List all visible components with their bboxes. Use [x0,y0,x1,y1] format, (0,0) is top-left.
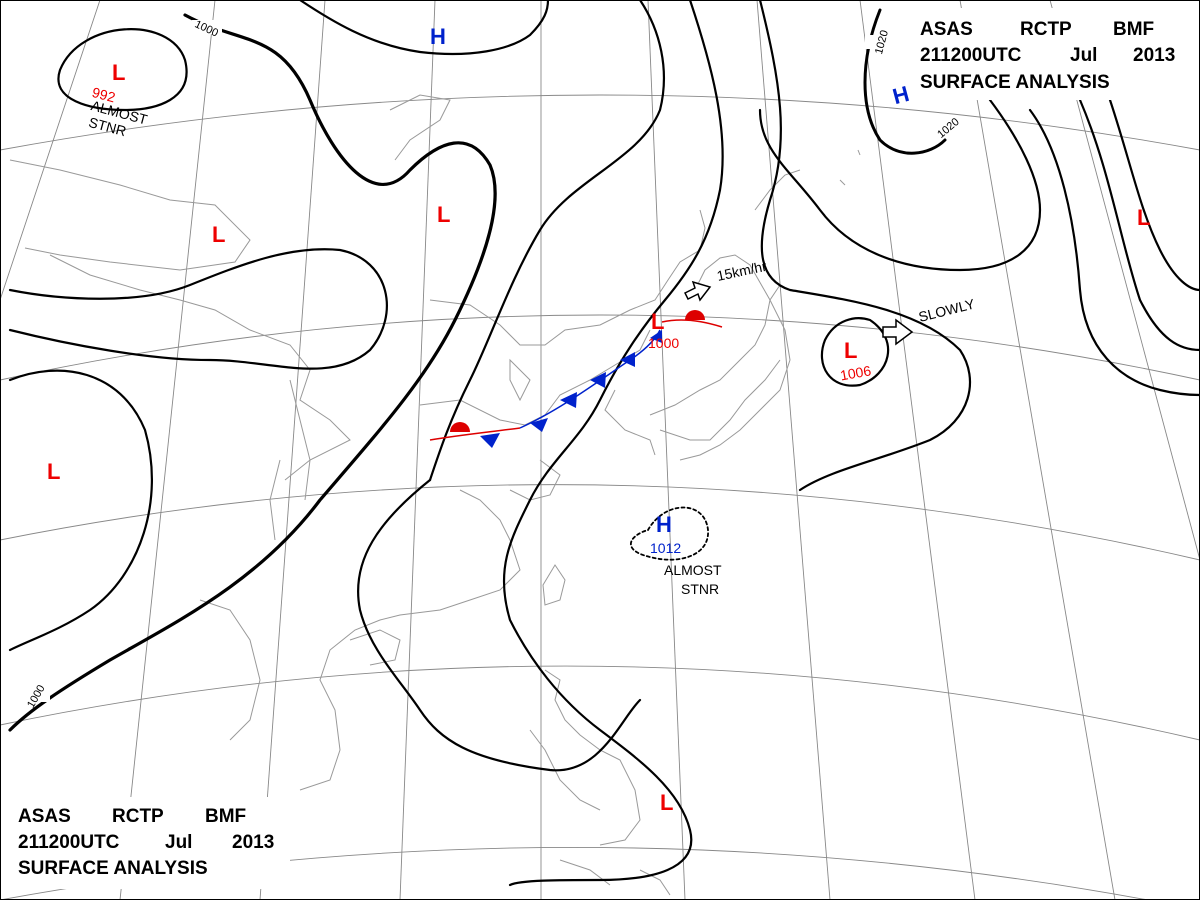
pressure-value: 1012 [650,540,681,556]
pressure-value: 1006 [839,362,873,383]
high-center-symbol: H [430,24,446,49]
header-center: BMF [1113,19,1154,40]
motion-arrow-icon [882,318,914,346]
system-note: STNR [681,581,719,597]
isobar [357,478,642,772]
isobar [8,13,497,732]
high-center-symbol: H [656,512,672,537]
low-center-symbol: L [212,222,225,247]
coastlines [9,94,861,896]
pressure-value: 992 [90,84,117,106]
isobar [820,317,890,387]
isobar [8,369,153,652]
pressure-value: 1000 [648,335,679,351]
header-month: Jul [165,832,192,853]
isobars [8,0,1200,887]
motion-arrow-icon [683,280,712,302]
stationary-front-icon [429,427,521,441]
header-top-right: ASAS RCTP BMF 211200UTC Jul 2013 SURFACE… [910,8,1190,100]
header-month: Jul [1070,45,1097,66]
isobar [630,506,709,561]
isobar [8,248,388,370]
header-center: BMF [205,806,246,827]
low-center-symbol: L [437,202,450,227]
low-center-symbol: L [660,790,673,815]
low-center-symbol: L [47,459,60,484]
isobar [758,0,972,492]
header-bottom-left: ASAS RCTP BMF 211200UTC Jul 2013 SURFACE… [10,797,290,889]
low-center-symbol: L [1137,205,1150,230]
header-title: SURFACE ANALYSIS [920,72,1110,93]
low-center-symbol: L [112,60,125,85]
fronts [429,310,723,448]
header-time: 211200UTC [920,45,1022,66]
isobar [1078,98,1200,352]
isobar [863,8,947,155]
header-year: 2013 [1133,45,1175,66]
header-station: RCTP [1020,19,1072,40]
isobar [298,0,550,56]
isobar [1028,108,1200,397]
isobar [758,98,1042,272]
header-time: 211200UTC [18,832,120,853]
high-center-symbol: H [890,81,912,109]
isobar [1108,98,1200,292]
header-station: RCTP [112,806,164,827]
header-title: SURFACE ANALYSIS [18,858,208,879]
isobar [57,28,188,112]
isobar [428,0,666,482]
system-note: ALMOST [664,562,722,578]
motion-arrows [683,280,914,346]
isobar-labels: 1000 1000 1020 1020 [20,18,962,710]
warm-front-icon [450,422,470,432]
isobar [502,0,724,887]
low-center-symbol: L [844,338,857,363]
header-agency: ASAS [920,19,973,40]
header-agency: ASAS [18,806,71,827]
header-year: 2013 [232,832,274,853]
cold-front-icon [519,329,661,429]
low-center-symbol: L [651,309,664,334]
